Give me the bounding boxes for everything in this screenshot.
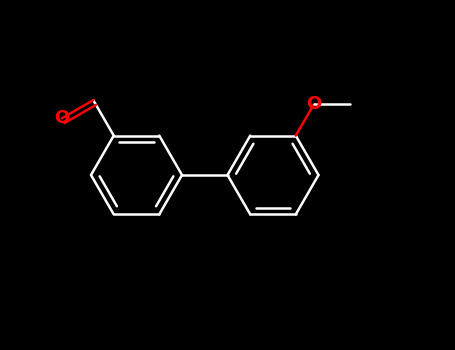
Text: O: O (306, 95, 322, 113)
Text: O: O (54, 109, 69, 127)
